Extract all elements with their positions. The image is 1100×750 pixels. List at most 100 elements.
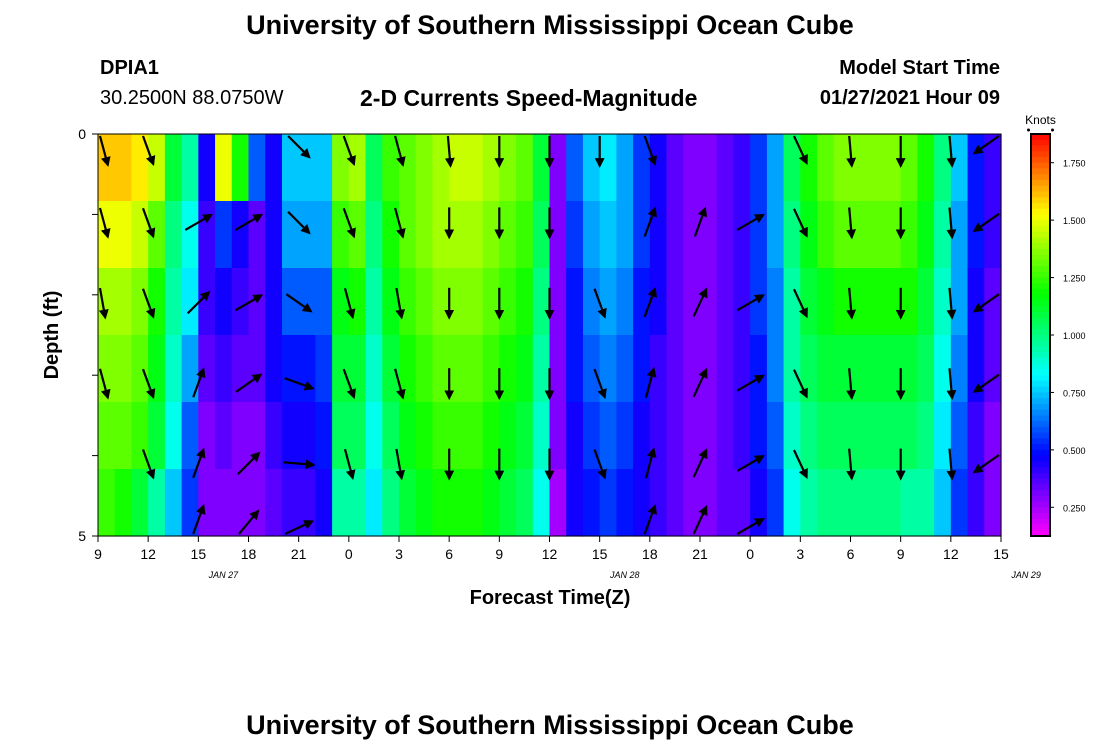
y-tick-label: 5 bbox=[78, 528, 86, 544]
heatmap-cell bbox=[98, 469, 116, 537]
colorbar-segment bbox=[1031, 139, 1050, 146]
x-tick-label: 15 bbox=[191, 546, 207, 562]
station-id: DPIA1 bbox=[100, 57, 159, 79]
colorbar-tick-label: 0.500 bbox=[1063, 446, 1086, 456]
current-vector bbox=[342, 135, 356, 167]
colorbar-segment bbox=[1031, 260, 1050, 267]
heatmap-cell bbox=[716, 268, 735, 336]
heatmap-cell bbox=[850, 201, 868, 269]
heatmap-cell bbox=[549, 402, 567, 470]
colorbar-segment bbox=[1031, 306, 1050, 313]
heatmap-cell bbox=[415, 335, 434, 403]
heatmap-cell bbox=[198, 335, 216, 403]
heatmap-cell bbox=[231, 201, 250, 269]
heatmap-cell bbox=[499, 335, 517, 403]
current-vector bbox=[972, 454, 1000, 474]
heatmap-cell bbox=[215, 268, 233, 336]
heatmap-cell bbox=[666, 201, 684, 269]
x-tick-label: 6 bbox=[847, 546, 855, 562]
x-tick-label: 18 bbox=[642, 546, 658, 562]
heatmap-cell bbox=[700, 469, 718, 537]
heatmap-cell bbox=[215, 335, 233, 403]
colorbar-segment bbox=[1031, 243, 1050, 250]
heatmap-cell bbox=[917, 268, 935, 336]
heatmap-cell bbox=[114, 402, 133, 470]
colorbar-segment bbox=[1031, 145, 1050, 152]
heatmap-cell bbox=[582, 335, 601, 403]
heatmap-cell bbox=[967, 201, 985, 269]
heatmap-cell bbox=[549, 201, 567, 269]
y-tick-label: 0 bbox=[78, 126, 86, 142]
heatmap-cell bbox=[348, 201, 367, 269]
colorbar-segment bbox=[1031, 214, 1050, 221]
x-tick-label: 18 bbox=[241, 546, 257, 562]
heatmap-cell bbox=[649, 268, 668, 336]
heatmap-cell bbox=[231, 134, 250, 202]
heatmap-cell bbox=[315, 201, 333, 269]
current-vectors bbox=[98, 135, 1000, 535]
heatmap-cell bbox=[850, 335, 868, 403]
colorbar-segment bbox=[1031, 179, 1050, 187]
colorbar-segment bbox=[1031, 185, 1050, 192]
heatmap-cell bbox=[733, 201, 751, 269]
heatmap-cell bbox=[231, 268, 250, 336]
heatmap-cell bbox=[281, 469, 300, 537]
current-vector bbox=[192, 503, 206, 535]
heatmap-cell bbox=[415, 201, 434, 269]
heatmap-cell bbox=[616, 201, 634, 269]
heatmap-cell bbox=[298, 335, 316, 403]
current-vector bbox=[793, 288, 808, 319]
heatmap-cell bbox=[181, 268, 199, 336]
heatmap-cell bbox=[98, 268, 116, 336]
current-vector bbox=[395, 287, 406, 320]
heatmap-cell bbox=[98, 402, 116, 470]
heatmap-cell bbox=[967, 335, 985, 403]
colorbar-segment bbox=[1031, 449, 1050, 457]
colorbar-dot bbox=[1027, 128, 1030, 132]
heatmap-cell bbox=[449, 268, 467, 336]
heatmap-cell bbox=[148, 335, 166, 403]
heatmap-cell bbox=[649, 402, 668, 470]
heatmap-cell bbox=[733, 268, 751, 336]
heatmap-cell bbox=[315, 268, 333, 336]
current-vector bbox=[234, 213, 264, 231]
current-vector bbox=[141, 207, 156, 239]
current-vector bbox=[946, 135, 957, 168]
heatmap-cell bbox=[984, 268, 1002, 336]
heatmap-cell bbox=[265, 335, 283, 403]
heatmap-cell bbox=[432, 134, 450, 202]
heatmap-cell bbox=[482, 268, 500, 336]
colorbar-segment bbox=[1031, 461, 1050, 468]
heatmap-cell bbox=[248, 134, 266, 202]
heatmap-cell bbox=[399, 268, 417, 336]
heatmap-cell bbox=[616, 469, 634, 537]
colorbar-segment bbox=[1031, 369, 1050, 376]
heatmap-cell bbox=[766, 201, 785, 269]
colorbar-segment bbox=[1031, 513, 1050, 520]
y-axis-label: Depth (ft) bbox=[41, 291, 63, 380]
colorbar-segment bbox=[1031, 248, 1050, 256]
heatmap-cell bbox=[716, 134, 735, 202]
colorbar-segment bbox=[1031, 191, 1050, 198]
current-vector bbox=[287, 211, 311, 235]
colorbar-segment bbox=[1031, 312, 1050, 319]
heatmap-cell bbox=[733, 402, 751, 470]
heatmap-cell bbox=[532, 134, 551, 202]
heatmap-cell bbox=[683, 402, 701, 470]
current-vector bbox=[643, 286, 657, 318]
heatmap-cell bbox=[649, 469, 668, 537]
x-tick-label: 3 bbox=[796, 546, 804, 562]
heatmap-cell bbox=[934, 134, 952, 202]
heatmap-cell bbox=[750, 402, 768, 470]
heatmap-cell bbox=[348, 402, 367, 470]
heatmap-cell bbox=[633, 469, 651, 537]
heatmap-cell bbox=[683, 134, 701, 202]
heatmap-cell bbox=[164, 469, 183, 537]
current-vector bbox=[972, 135, 1000, 155]
heatmap-cell bbox=[950, 402, 969, 470]
heatmap-cell bbox=[917, 469, 935, 537]
current-vector bbox=[972, 212, 1000, 233]
colorbar-tick-label: 0.250 bbox=[1063, 503, 1086, 513]
current-vector bbox=[395, 448, 406, 481]
heatmap-cell bbox=[867, 335, 885, 403]
